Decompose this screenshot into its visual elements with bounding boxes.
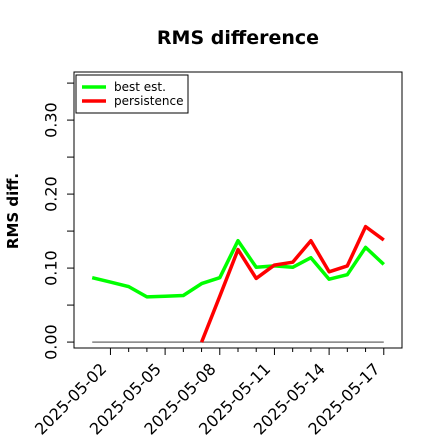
axes: 0.000.100.200.302025-05-022025-05-052025… (31, 71, 403, 439)
series-line-persistence (199, 224, 385, 343)
y-tick-label: 0.10 (41, 250, 60, 286)
y-tick-label: 0.00 (41, 324, 60, 360)
plot-area (91, 224, 385, 343)
y-tick-label: 0.30 (41, 102, 60, 138)
y-tick-label: 0.20 (41, 176, 60, 212)
legend-label: persistence (114, 94, 183, 108)
series-line-best-est (91, 238, 385, 299)
y-axis-label: RMS diff. (4, 173, 22, 249)
legend-label: best est. (114, 80, 166, 94)
legend: best est.persistence (75, 74, 189, 114)
legend-box (75, 74, 189, 114)
chart-title: RMS difference (157, 27, 319, 49)
